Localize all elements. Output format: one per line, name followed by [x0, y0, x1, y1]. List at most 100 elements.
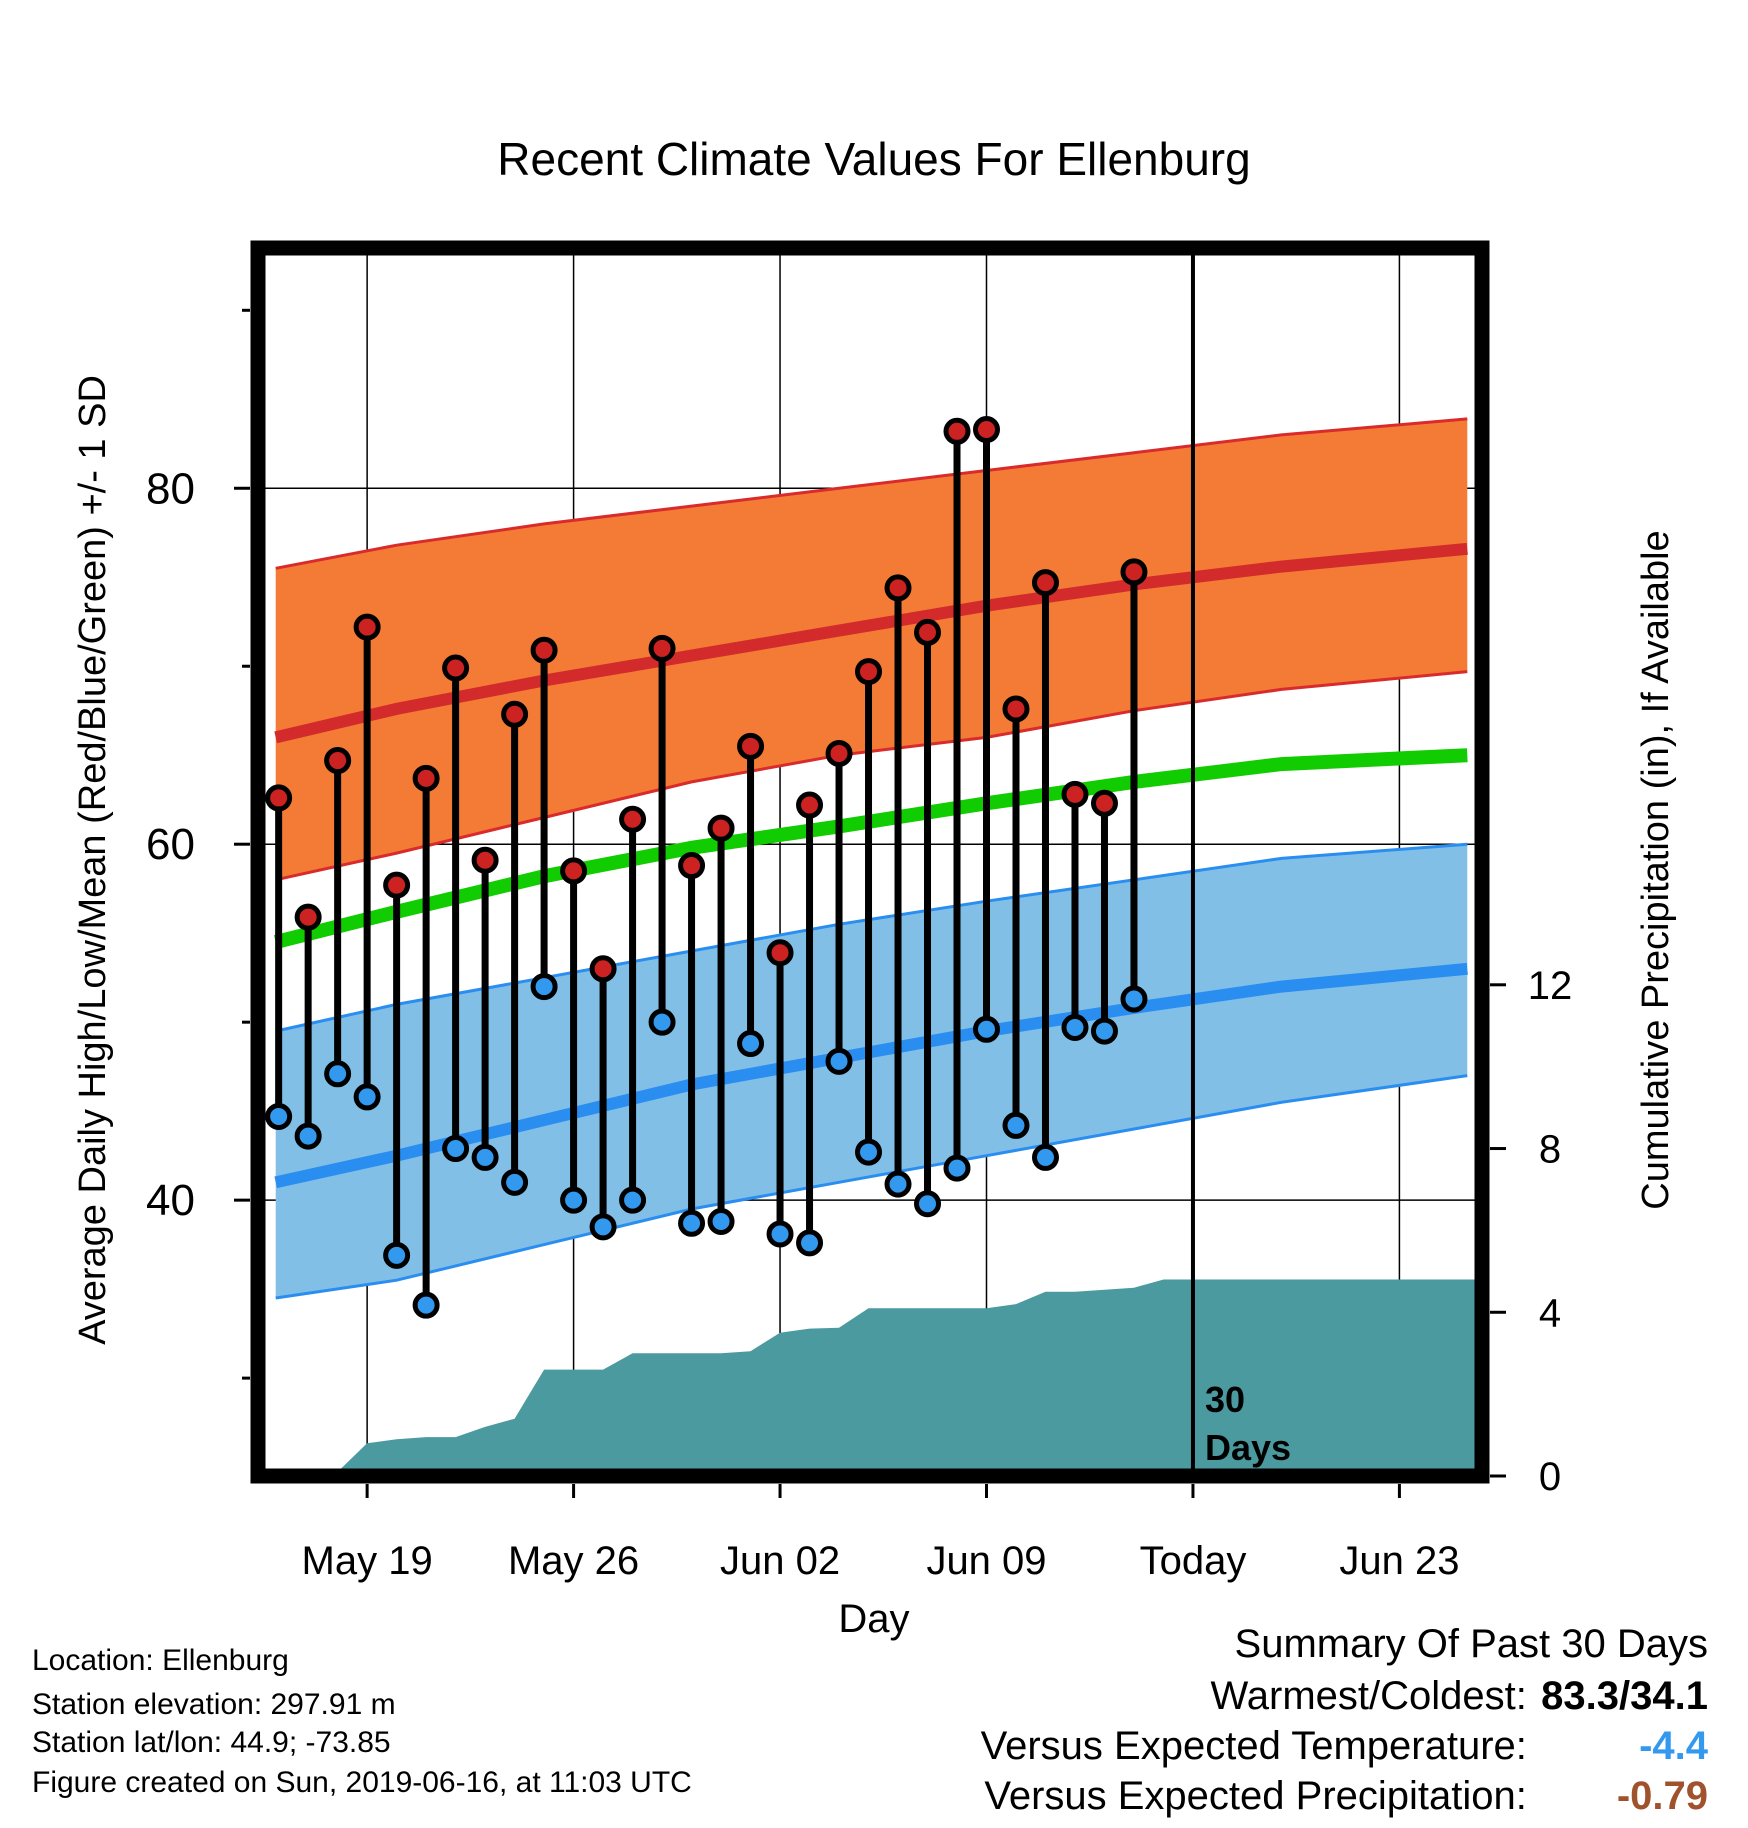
elevation-text: Station elevation: 297.91 m: [32, 1688, 396, 1721]
summary-precip-anomaly: Versus Expected Precipitation: -0.79: [984, 1776, 1708, 1816]
latlon-text: Station lat/lon: 44.9; -73.85: [32, 1726, 391, 1759]
high-temp-point: [678, 852, 706, 880]
temp-anomaly-label: Versus Expected Temperature:: [980, 1724, 1527, 1768]
low-temp-point: [1090, 1017, 1118, 1045]
precip-area: [258, 1279, 1482, 1476]
high-sd-band: [275, 418, 1468, 880]
high-temp-point: [648, 634, 676, 662]
today-window-label: Days: [1205, 1427, 1291, 1468]
low-temp-point: [796, 1229, 824, 1257]
low-minus-sd-line: [275, 1074, 1468, 1300]
high-temp-point: [560, 857, 588, 885]
high-temp-point: [265, 784, 293, 812]
high-temp-point: [383, 871, 411, 899]
high-temp-point: [589, 955, 617, 983]
high-temp-point: [412, 764, 440, 792]
low-temp-point: [619, 1186, 647, 1214]
high-plus-sd-line: [275, 417, 1468, 570]
low-temp-point: [383, 1241, 411, 1269]
low-temp-point: [560, 1186, 588, 1214]
location-text: Location: Ellenburg: [32, 1644, 289, 1677]
high-temp-point: [796, 791, 824, 819]
temp-anomaly-value: -4.4: [1639, 1724, 1708, 1768]
high-temp-point: [943, 417, 971, 445]
x-tick-label: Jun 09: [926, 1539, 1046, 1583]
low-temp-point: [825, 1047, 853, 1075]
y-axis-label-right: Cumulative Precipitation (in), If Availa…: [1635, 530, 1677, 1209]
y-tick-label-right: 0: [1539, 1455, 1561, 1499]
high-temp-point: [1061, 780, 1089, 808]
high-temp-point: [619, 805, 647, 833]
warm-cold-label: Warmest/Coldest:: [1210, 1674, 1527, 1718]
summary-warm-cold: Warmest/Coldest: 83.3/34.1: [1211, 1676, 1709, 1716]
y-tick-label-right: 4: [1539, 1291, 1561, 1335]
summary-temp-anomaly: Versus Expected Temperature: -4.4: [981, 1726, 1708, 1766]
low-temp-point: [501, 1168, 529, 1196]
y-tick-label-left: 60: [146, 820, 195, 869]
x-axis-label: Day: [838, 1597, 909, 1641]
high-temp-point: [855, 658, 883, 686]
y-axis-label-left: Average Daily High/Low/Mean (Red/Blue/Gr…: [72, 375, 114, 1345]
high-temp-point: [1031, 569, 1059, 597]
high-temp-point: [442, 654, 470, 682]
high-temp-point: [324, 747, 352, 775]
warm-cold-value: 83.3/34.1: [1541, 1674, 1708, 1718]
low-temp-point: [265, 1102, 293, 1130]
low-temp-point: [1002, 1111, 1030, 1139]
low-temp-point: [294, 1122, 322, 1150]
low-temp-point: [678, 1209, 706, 1237]
low-temp-point: [1031, 1143, 1059, 1171]
today-window-label: 30: [1205, 1379, 1245, 1420]
precip-anomaly-label: Versus Expected Precipitation:: [984, 1774, 1527, 1818]
low-temp-point: [1061, 1014, 1089, 1042]
x-tick-label: Jun 02: [720, 1539, 840, 1583]
low-temp-point: [530, 973, 558, 1001]
low-temp-point: [648, 1008, 676, 1036]
low-temp-point: [914, 1190, 942, 1218]
created-text: Figure created on Sun, 2019-06-16, at 11…: [32, 1766, 692, 1799]
low-temp-point: [973, 1015, 1001, 1043]
x-tick-label: May 19: [302, 1539, 433, 1583]
plot-frame: [250, 240, 1490, 1484]
high-temp-point: [1002, 695, 1030, 723]
x-tick-label: Today: [1140, 1539, 1247, 1583]
low-temp-point: [589, 1213, 617, 1241]
low-temp-point: [737, 1030, 765, 1058]
daily-stems: [265, 416, 1148, 1319]
high-temp-point: [884, 574, 912, 602]
low-temp-point: [1120, 985, 1148, 1013]
y-tick-label-right: 12: [1528, 964, 1573, 1008]
low-temp-point: [353, 1083, 381, 1111]
low-temp-point: [442, 1135, 470, 1163]
high-temp-point: [353, 613, 381, 641]
x-tick-label: May 26: [508, 1539, 639, 1583]
low-temp-point: [707, 1208, 735, 1236]
high-temp-point: [471, 846, 499, 874]
low-temp-point: [855, 1138, 883, 1166]
low-temp-point: [766, 1220, 794, 1248]
y-tick-label-left: 80: [146, 464, 195, 513]
y-tick-label-left: 40: [146, 1176, 195, 1225]
low-temp-point: [943, 1154, 971, 1182]
low-temp-point: [324, 1060, 352, 1088]
high-temp-point: [825, 739, 853, 767]
high-temp-point: [294, 903, 322, 931]
y-tick-label-right: 8: [1539, 1128, 1561, 1172]
high-temp-point: [766, 939, 794, 967]
high-temp-point: [914, 618, 942, 646]
high-temp-point: [530, 636, 558, 664]
high-temp-point: [501, 700, 529, 728]
summary-heading: Summary Of Past 30 Days: [1234, 1622, 1708, 1666]
high-temp-point: [1090, 789, 1118, 817]
high-temp-point: [737, 732, 765, 760]
x-tick-label: Jun 23: [1339, 1539, 1459, 1583]
chart-title: Recent Climate Values For Ellenburg: [497, 133, 1250, 185]
high-temp-point: [707, 814, 735, 842]
plot-area: 30 Days May 19 May 26 Jun 02 Jun 09 Today Jun 2…: [146, 240, 1573, 1583]
low-temp-point: [412, 1291, 440, 1319]
precip-anomaly-value: -0.79: [1616, 1774, 1708, 1818]
low-temp-point: [884, 1170, 912, 1198]
high-temp-point: [973, 416, 1001, 444]
low-temp-point: [471, 1143, 499, 1171]
